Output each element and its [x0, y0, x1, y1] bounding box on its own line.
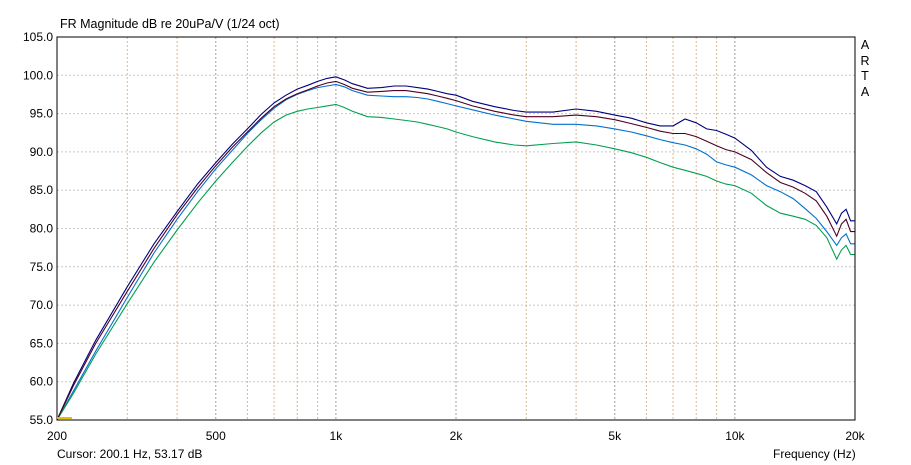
x-tick-label: 5k — [608, 429, 622, 443]
y-tick-label: 65.0 — [30, 336, 54, 350]
brand-letter: A — [860, 38, 870, 52]
series-line-4 — [56, 80, 855, 421]
series-lines — [56, 76, 855, 421]
brand-letter: A — [860, 84, 870, 99]
grid-lines — [56, 36, 856, 421]
x-axis-label: Frequency (Hz) — [773, 447, 856, 461]
arta-brand-label: A R T A — [859, 38, 871, 100]
brand-letter: T — [861, 69, 869, 83]
y-tick-label: 90.0 — [30, 145, 54, 159]
brand-letter: R — [860, 53, 870, 68]
series-line-2 — [56, 76, 855, 421]
series-line-3 — [56, 103, 855, 421]
x-tick-label: 500 — [206, 429, 226, 443]
y-tick-label: 55.0 — [30, 413, 54, 427]
x-tick-label: 200 — [47, 429, 67, 443]
x-tick-label: 10k — [725, 429, 745, 443]
y-tick-label: 95.0 — [30, 107, 54, 121]
chart-title: FR Magnitude dB re 20uPa/V (1/24 oct) — [60, 17, 280, 31]
y-tick-label: 70.0 — [30, 298, 54, 312]
y-tick-label: 80.0 — [30, 222, 54, 236]
y-tick-label: 60.0 — [30, 375, 54, 389]
series-line-1 — [56, 83, 855, 421]
y-tick-label: 85.0 — [30, 183, 54, 197]
cursor-readout: Cursor: 200.1 Hz, 53.17 dB — [57, 447, 203, 461]
y-tick-label: 75.0 — [30, 260, 54, 274]
y-tick-labels: 55.0 60.0 65.0 70.0 75.0 80.0 85.0 90.0 95.0 100.… — [23, 30, 53, 427]
y-tick-label: 105.0 — [23, 30, 53, 44]
x-tick-label: 1k — [330, 429, 344, 443]
x-tick-label: 20k — [845, 429, 865, 443]
x-tick-labels: 200 500 1k 2k 5k 10k 20k — [47, 429, 866, 443]
y-tick-label: 100.0 — [23, 68, 53, 82]
plot-frame — [56, 36, 856, 421]
x-tick-label: 2k — [450, 429, 464, 443]
